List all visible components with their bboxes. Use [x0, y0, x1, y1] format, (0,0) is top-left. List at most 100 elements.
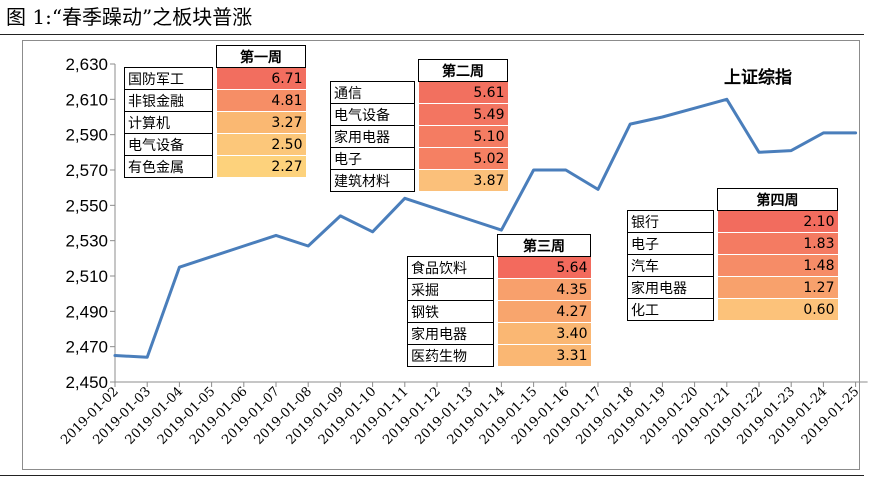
table-row: 钢铁 4.27: [407, 300, 591, 323]
table-row: 汽车 1.48: [627, 254, 838, 277]
y-tick-label: 2,630: [65, 55, 108, 74]
table-row: 采掘 4.35: [407, 278, 591, 301]
data-point: [790, 150, 792, 152]
table-row: 电气设备 5.49: [330, 103, 508, 126]
sector-name: 家用电器: [627, 276, 714, 299]
sector-name: 食品饮料: [407, 256, 494, 279]
table-row: 银行 2.10: [627, 210, 838, 233]
sector-return: 5.49: [418, 103, 508, 126]
sector-return: 1.83: [717, 232, 838, 255]
y-tick-label: 2,510: [65, 267, 108, 286]
sector-name: 通信: [330, 81, 415, 104]
chart-frame: [22, 40, 860, 470]
sector-return: 6.71: [216, 67, 306, 90]
sector-return: 1.27: [717, 276, 838, 299]
sector-return: 0.60: [717, 298, 838, 321]
data-point: [855, 132, 857, 134]
sector-name: 银行: [627, 210, 714, 233]
sector-return: 2.27: [216, 155, 306, 178]
data-point: [275, 234, 277, 236]
table-row: 化工 0.60: [627, 298, 838, 321]
data-point: [500, 229, 502, 231]
table-row: 医药生物 3.31: [407, 344, 591, 367]
data-point: [565, 169, 567, 171]
sector-name: 计算机: [124, 111, 213, 134]
data-point: [372, 231, 374, 233]
table-header: 第三周: [497, 234, 591, 257]
data-point: [822, 132, 824, 134]
bottom-divider: [0, 475, 864, 476]
table-header-row: 第三周: [408, 234, 591, 257]
week2-table: 第二周 通信 5.61 电气设备 5.49 家用电器 5.10 电子 5.02 建筑材料…: [330, 59, 508, 192]
table-row: 建筑材料 3.87: [330, 169, 508, 192]
sector-name: 采掘: [407, 278, 494, 301]
data-point: [726, 98, 728, 100]
table-row: 电子 5.02: [330, 147, 508, 170]
sector-return: 5.10: [418, 125, 508, 148]
sector-name: 国防军工: [124, 67, 213, 90]
sector-return: 2.50: [216, 133, 306, 156]
data-point: [694, 107, 696, 109]
figure-title: 图 1:“春季躁动”之板块普涨: [6, 5, 253, 29]
sector-return: 3.27: [216, 111, 306, 134]
y-tick-label: 2,530: [65, 232, 108, 251]
data-point: [114, 355, 116, 356]
data-point: [307, 245, 309, 247]
table-row: 计算机 3.27: [124, 111, 306, 134]
data-point: [243, 245, 245, 247]
table-row: 电子 1.83: [627, 232, 838, 255]
sector-name: 电子: [330, 147, 415, 170]
y-tick-label: 2,590: [65, 126, 108, 145]
data-point: [339, 215, 341, 217]
data-point: [436, 208, 438, 210]
sector-name: 电子: [627, 232, 714, 255]
sector-name: 化工: [627, 298, 714, 321]
sector-return: 5.61: [418, 81, 508, 104]
series-label: 上证综指: [724, 68, 792, 88]
y-tick-label: 2,550: [65, 196, 108, 215]
data-point: [597, 188, 599, 190]
data-point: [533, 169, 535, 171]
sector-name: 家用电器: [330, 125, 415, 148]
x-axis: 2019-01-022019-01-032019-01-042019-01-05…: [58, 381, 868, 448]
sector-name: 建筑材料: [330, 169, 415, 192]
data-point: [629, 123, 631, 125]
data-point: [661, 116, 663, 118]
y-tick-label: 2,610: [65, 90, 108, 109]
table-header: 第一周: [216, 45, 306, 68]
sector-name: 电气设备: [330, 103, 415, 126]
table-row: 通信 5.61: [330, 81, 508, 104]
y-axis: 2,450 2,470 2,490 2,510 2,530 2,550 2,570 2,590…: [65, 55, 116, 392]
table-row: 食品饮料 5.64: [407, 256, 591, 279]
sector-return: 3.40: [497, 322, 591, 345]
data-point: [404, 197, 406, 199]
y-tick-label: 2,450: [65, 373, 108, 392]
sector-return: 2.10: [717, 210, 838, 233]
table-header-row: 第二周: [331, 59, 508, 82]
table-header-row: 第一周: [125, 45, 306, 68]
data-point: [468, 218, 470, 220]
sector-return: 1.48: [717, 254, 838, 277]
table-row: 有色金属 2.27: [124, 155, 306, 178]
table-row: 国防军工 6.71: [124, 67, 306, 90]
table-row: 家用电器 3.40: [407, 322, 591, 345]
series-lines: [113, 97, 858, 359]
sector-name: 医药生物: [407, 344, 494, 367]
week3-table: 第三周 食品饮料 5.64 采掘 4.35 钢铁 4.27 家用电器 3.40 医药生物…: [407, 234, 591, 367]
sector-name: 家用电器: [407, 322, 494, 345]
data-point: [211, 256, 213, 258]
y-tick-label: 2,470: [65, 338, 108, 357]
table-row: 非银金融 4.81: [124, 89, 306, 112]
table-row: 家用电器 5.10: [330, 125, 508, 148]
sector-name: 电气设备: [124, 133, 213, 156]
sector-return: 3.87: [418, 169, 508, 192]
sector-name: 汽车: [627, 254, 714, 277]
y-tick-label: 2,570: [65, 161, 108, 180]
title-divider: [0, 34, 864, 35]
data-point: [178, 266, 180, 268]
data-point: [146, 356, 148, 358]
sector-name: 钢铁: [407, 300, 494, 323]
sector-name: 有色金属: [124, 155, 213, 178]
week1-table: 第一周 国防军工 6.71 非银金融 4.81 计算机 3.27 电气设备 2.50 有…: [124, 45, 306, 178]
